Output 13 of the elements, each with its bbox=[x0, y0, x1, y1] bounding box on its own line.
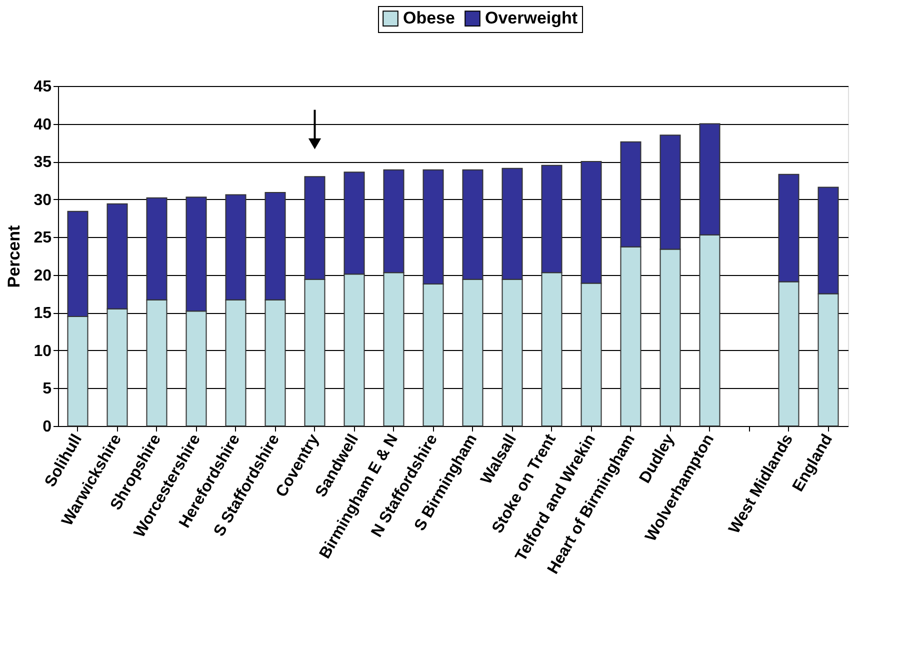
y-tick-label: 15 bbox=[34, 305, 52, 322]
y-axis-title: Percent bbox=[4, 224, 24, 288]
y-tick-label: 35 bbox=[34, 154, 52, 172]
y-tick-label: 20 bbox=[34, 267, 52, 284]
y-tick-label: 5 bbox=[42, 380, 52, 398]
legend-label: Overweight bbox=[485, 8, 578, 28]
y-tick-label: 40 bbox=[34, 116, 52, 134]
y-tick-label: 0 bbox=[42, 418, 52, 436]
y-tick-label: 10 bbox=[34, 342, 52, 360]
legend-label: Obese bbox=[403, 8, 455, 28]
y-tick-label: 30 bbox=[34, 192, 52, 209]
y-tick-label: 45 bbox=[34, 78, 52, 96]
y-tick-label: 25 bbox=[34, 230, 52, 247]
